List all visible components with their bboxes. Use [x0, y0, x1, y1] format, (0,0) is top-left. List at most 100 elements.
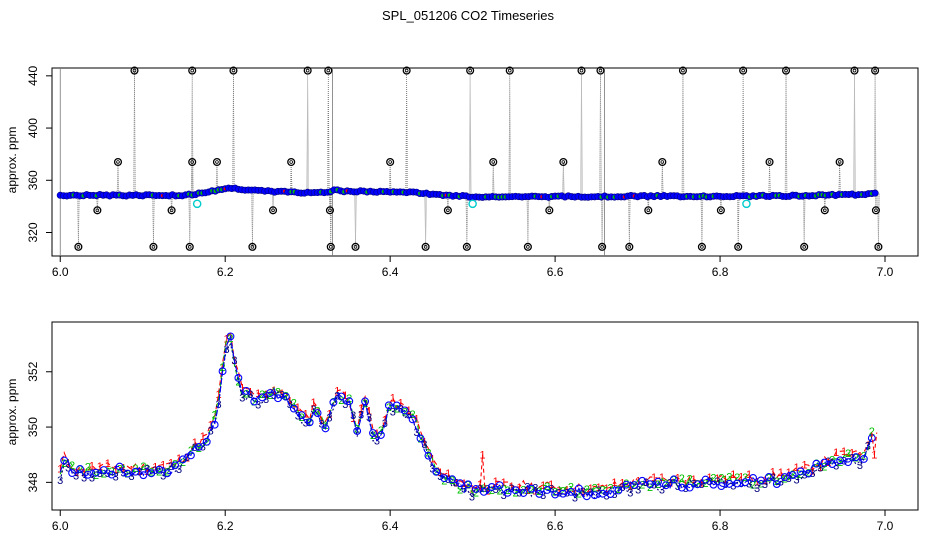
top-outlier-point: [248, 242, 257, 251]
top-outlier-point-inner: [598, 68, 603, 73]
bottom-point-o: [163, 469, 172, 478]
bottom-point-3: 3: [469, 491, 475, 503]
top-spike-line: [854, 70, 856, 195]
bottom-point-1: 1: [699, 478, 705, 490]
top-spike-line: [526, 196, 529, 247]
top-outlier-point-inner: [873, 68, 877, 73]
top-outlier-point-inner: [76, 245, 81, 249]
bottom-point-o: [392, 401, 401, 410]
bottom-point-3: 3: [714, 476, 720, 488]
bottom-point-2: 2: [140, 461, 146, 473]
bottom-point-o: [226, 332, 235, 341]
top-spike-line: [662, 161, 664, 197]
top-outlier-point-inner: [852, 68, 857, 73]
bottom-point-3: 3: [754, 483, 760, 495]
bottom-plot-frame: [51, 321, 919, 511]
bottom-point-3: 3: [801, 470, 807, 482]
bottom-point-3: 3: [279, 390, 285, 402]
top-spike-line: [466, 196, 469, 247]
bottom-point-2: 2: [766, 473, 772, 485]
bottom-point-3: 3: [65, 462, 71, 474]
top-outlier-point: [188, 157, 197, 167]
bottom-point-2: 2: [726, 472, 732, 484]
top-spike-line: [562, 161, 564, 197]
bottom-point-3: 3: [683, 483, 689, 495]
bottom-point-o: [408, 415, 417, 424]
bottom-point-o: [274, 394, 282, 403]
bottom-point-2: 2: [204, 436, 210, 448]
bottom-point-2: 2: [101, 469, 107, 481]
top-outlier-point-inner: [784, 68, 788, 73]
top-spike-line: [785, 70, 788, 196]
bottom-y-axis-label: approx. ppm: [5, 379, 19, 446]
bottom-point-o: [519, 489, 528, 497]
bottom-point-2: 2: [584, 484, 590, 496]
bottom-point-o: [551, 490, 560, 499]
bottom-point-3: 3: [817, 463, 823, 475]
top-outlier-point-inner: [681, 68, 685, 73]
top-outlier-point-inner: [507, 68, 512, 73]
bottom-point-o: [107, 470, 116, 479]
bottom-point-3: 3: [136, 467, 142, 479]
top-outlier-point: [167, 206, 176, 215]
bottom-point-1: 1: [691, 474, 697, 486]
bottom-point-1: 1: [65, 457, 71, 469]
bottom-point-3: 3: [57, 475, 63, 487]
bottom-point-1: 1: [216, 389, 222, 401]
bottom-point-1: 1: [706, 472, 712, 484]
top-spike-line: [188, 194, 191, 247]
bottom-point-2: 2: [631, 480, 637, 492]
top-outlier-point: [850, 66, 859, 75]
top-cyan-point: [742, 199, 751, 209]
bottom-point-1: 1: [841, 446, 847, 458]
bottom-point-3: 3: [311, 404, 317, 416]
top-outlier-point-inner: [767, 160, 772, 164]
bottom-point-o: [582, 492, 591, 501]
bottom-point-2: 2: [687, 474, 693, 486]
top-spike-line: [737, 196, 740, 247]
bottom-point-2: 2: [853, 453, 859, 465]
bottom-point-3: 3: [667, 478, 673, 490]
top-y-axis-label: approx. ppm: [5, 127, 19, 194]
bottom-red-spike-line: [873, 432, 878, 455]
bottom-point-3: 3: [184, 452, 190, 464]
top-outlier-point: [462, 242, 471, 251]
bottom-point-o: [717, 482, 726, 491]
bottom-point-o: [179, 455, 187, 464]
top-outlier-point-inner: [700, 245, 704, 249]
bottom-point-3: 3: [208, 426, 214, 438]
bottom-point-o: [416, 434, 425, 443]
bottom-point-2: 2: [69, 460, 75, 472]
bottom-point-1: 1: [548, 479, 554, 491]
bottom-point-o: [630, 481, 639, 489]
top-outlier-point-inner: [289, 160, 293, 164]
top-spike-line: [116, 161, 119, 196]
top-spike-line: [133, 70, 135, 196]
top-spike-line: [874, 70, 877, 194]
bottom-point-2: 2: [702, 478, 708, 490]
bottom-point-3: 3: [746, 479, 752, 491]
bottom-point-o: [733, 479, 742, 488]
top-outlier-point: [130, 66, 139, 75]
top-spike-line: [134, 70, 136, 196]
bottom-point-o: [139, 471, 148, 480]
bottom-x-tick-label: 6.4: [382, 519, 399, 533]
bottom-point-1: 1: [342, 390, 348, 402]
bottom-point-3: 3: [770, 472, 776, 484]
top-outlier-point-inner: [876, 245, 881, 249]
bottom-point-3: 3: [326, 412, 332, 424]
bottom-point-o: [669, 475, 678, 484]
top-x-tick-label: 6.8: [712, 265, 729, 279]
top-data-layer: [56, 66, 883, 256]
bottom-point-3: 3: [421, 439, 427, 451]
bottom-point-3: 3: [160, 471, 166, 483]
bottom-point-1: 1: [105, 458, 111, 470]
top-spike-line: [153, 195, 155, 247]
bottom-point-1: 1: [730, 469, 736, 481]
bottom-x-tick-label: 6.2: [217, 519, 234, 533]
bottom-point-3: 3: [841, 456, 847, 468]
top-spike-line: [492, 161, 495, 197]
bottom-point-o: [424, 451, 433, 460]
top-spike-line: [736, 196, 739, 247]
bottom-point-o: [194, 442, 203, 451]
